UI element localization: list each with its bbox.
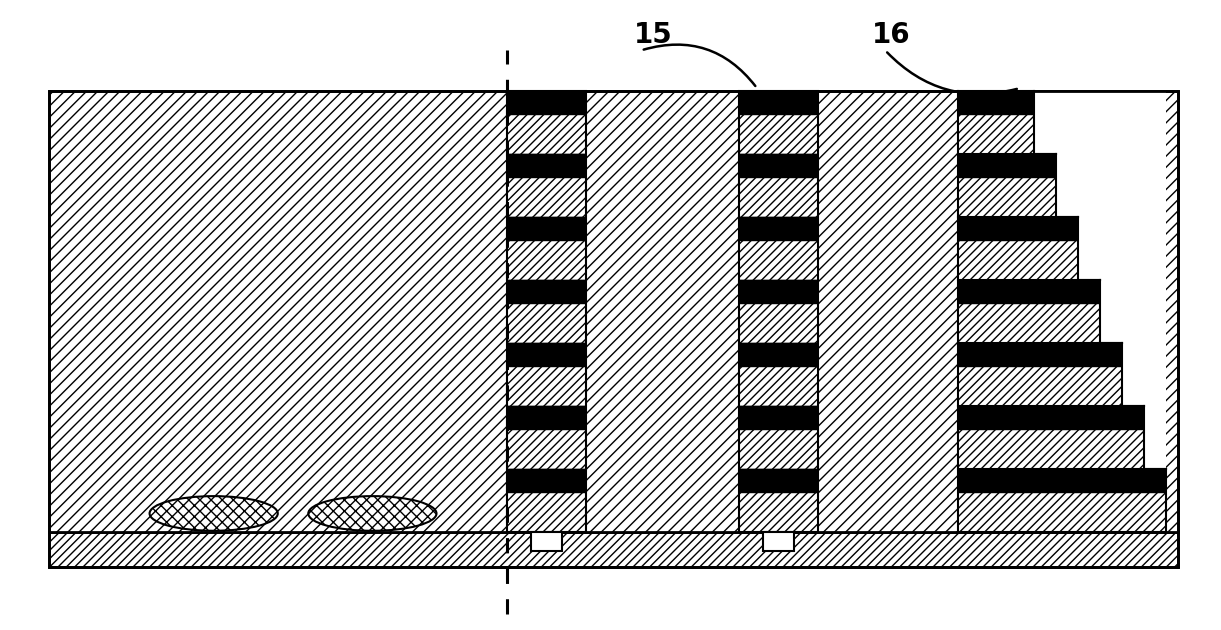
Bar xyxy=(507,343,586,367)
Bar xyxy=(507,280,586,304)
Bar xyxy=(739,406,818,430)
Bar xyxy=(507,493,586,532)
Bar xyxy=(958,115,1034,154)
Bar xyxy=(739,217,818,241)
Bar xyxy=(739,280,818,304)
Bar xyxy=(763,532,794,551)
Bar xyxy=(507,178,586,217)
Bar xyxy=(958,430,1144,469)
Bar xyxy=(739,154,818,178)
Bar xyxy=(739,115,818,154)
Bar xyxy=(507,469,586,493)
Bar xyxy=(958,280,1100,304)
Bar xyxy=(49,91,1178,532)
Bar xyxy=(739,493,818,532)
Bar xyxy=(507,367,586,406)
Bar xyxy=(958,304,1100,343)
Ellipse shape xyxy=(149,496,277,530)
Bar xyxy=(739,241,818,280)
Bar xyxy=(958,154,1056,178)
Bar xyxy=(507,241,586,280)
Bar xyxy=(958,493,1166,532)
Bar xyxy=(507,406,586,430)
Bar xyxy=(739,469,818,493)
Bar xyxy=(958,178,1056,217)
Bar xyxy=(958,91,1034,115)
Bar xyxy=(739,430,818,469)
Bar xyxy=(958,91,1166,532)
Bar xyxy=(958,343,1122,367)
Ellipse shape xyxy=(308,496,437,530)
Bar xyxy=(958,367,1122,406)
Bar xyxy=(531,532,562,551)
Bar xyxy=(958,217,1078,241)
Bar xyxy=(739,91,818,115)
Bar xyxy=(49,532,1178,567)
Bar xyxy=(739,91,818,532)
Bar xyxy=(49,91,1178,567)
Bar xyxy=(507,430,586,469)
Bar xyxy=(739,178,818,217)
Bar xyxy=(958,469,1166,493)
Bar xyxy=(958,241,1078,280)
Bar xyxy=(739,91,818,532)
Bar xyxy=(739,343,818,367)
Text: 16: 16 xyxy=(872,21,911,49)
Bar xyxy=(507,91,586,532)
Bar xyxy=(507,91,586,115)
Bar xyxy=(507,217,586,241)
Bar xyxy=(958,406,1144,430)
Bar xyxy=(507,115,586,154)
Bar xyxy=(739,304,818,343)
Text: 15: 15 xyxy=(634,21,673,49)
Bar xyxy=(507,91,586,532)
Bar xyxy=(507,154,586,178)
Bar xyxy=(739,367,818,406)
Bar xyxy=(507,304,586,343)
